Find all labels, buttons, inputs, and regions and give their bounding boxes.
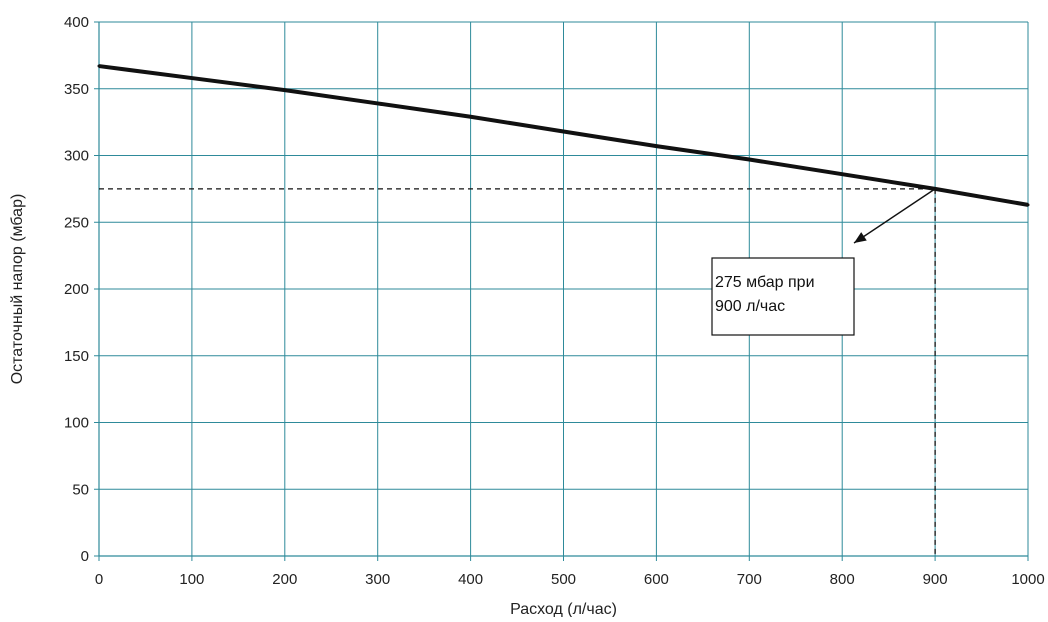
annotation: 275 мбар при 900 л/час: [711, 188, 936, 336]
data-point: [747, 158, 751, 162]
x-tick-label: 0: [95, 571, 103, 588]
data-point: [283, 88, 287, 92]
annotation-text-line-2: 900 л/час: [715, 298, 785, 315]
grid: [99, 21, 1029, 556]
series: [97, 64, 1030, 207]
data-point: [562, 129, 565, 133]
y-tick-label: 400: [64, 14, 89, 31]
annotation-text-line-1: 275 мбар при: [715, 274, 815, 291]
y-tick-label: 0: [81, 548, 89, 565]
x-tick-label: 700: [737, 571, 762, 588]
axes: 0 100 200 300 400 500 600 700 800 900 1000 0 50 100 15…: [64, 14, 1045, 588]
x-axis-title: Расход (л/час): [510, 601, 617, 617]
y-tick-label: 250: [64, 214, 89, 231]
data-point: [97, 64, 101, 68]
data-point: [1026, 203, 1030, 207]
x-tick-label: 200: [272, 571, 297, 588]
data-point: [190, 76, 194, 80]
x-tick-label: 800: [830, 571, 855, 588]
data-point: [469, 115, 473, 119]
x-tick-label: 900: [923, 571, 948, 588]
x-tick-label: 400: [458, 571, 483, 588]
data-point: [654, 144, 658, 148]
reference-lines: [99, 188, 936, 556]
x-tick-label: 300: [365, 571, 390, 588]
data-point: [376, 101, 380, 105]
x-tick-label: 500: [551, 571, 576, 588]
y-tick-label: 200: [64, 281, 89, 298]
y-axis-title: Остаточный напор (мбар): [9, 194, 26, 385]
x-tick-label: 1000: [1011, 571, 1044, 588]
y-tick-label: 50: [72, 481, 89, 498]
x-tick-label: 600: [644, 571, 669, 588]
y-tick-label: 300: [64, 148, 89, 165]
annotation-arrow: [853, 188, 936, 244]
y-tick-label: 100: [64, 415, 89, 432]
annotation-arrowhead: [854, 232, 867, 243]
y-tick-label: 350: [64, 81, 89, 98]
y-tick-label: 150: [64, 348, 89, 365]
data-point: [840, 172, 844, 176]
x-tick-label: 100: [179, 571, 204, 588]
annotation-box: [711, 257, 855, 336]
